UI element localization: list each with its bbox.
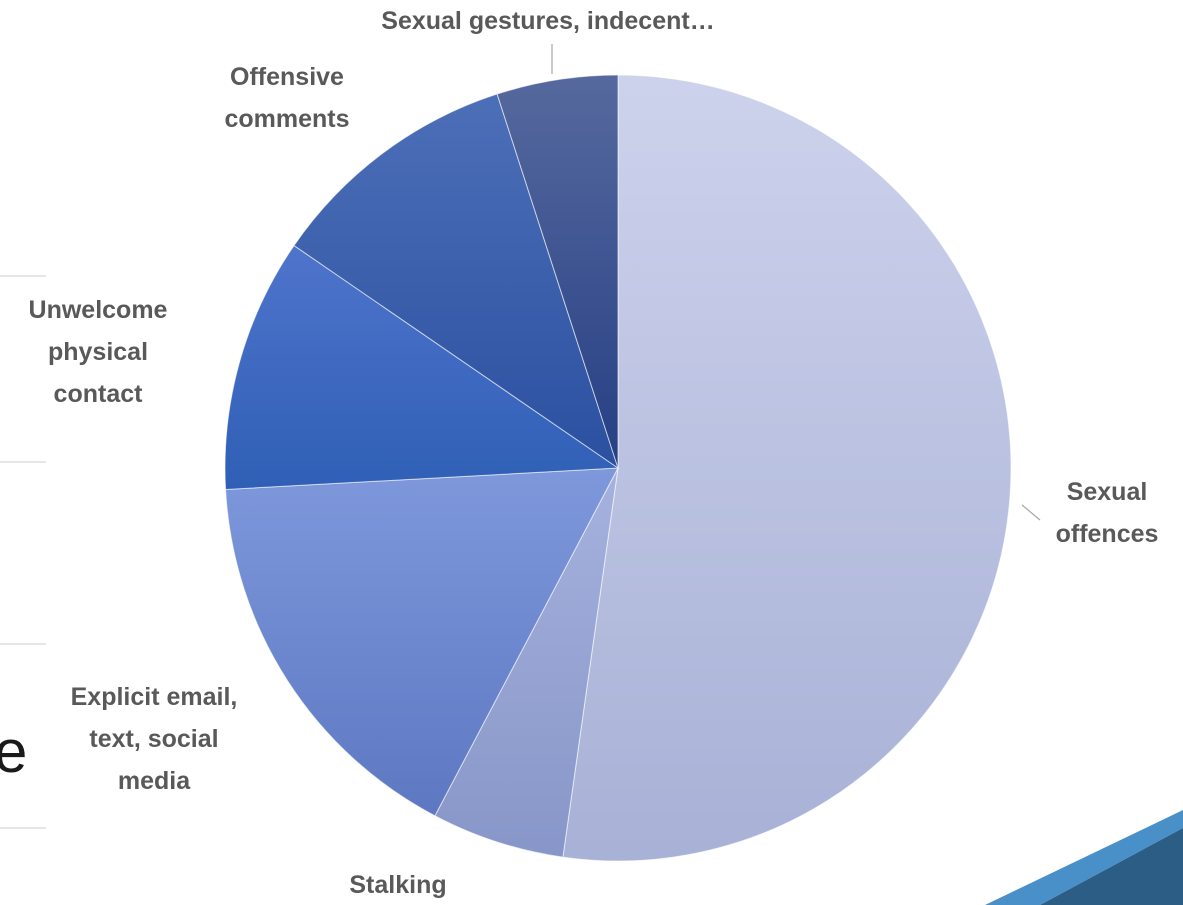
slice-labels: Sexual offences Stalking Explicit email, tex… [29,7,1159,899]
slide-rules [0,275,46,829]
slice-label: Offensive comments [224,63,349,133]
pie-slice [225,467,619,817]
slice-label: Sexual gestures, indecent… [381,7,714,35]
pie-slices [224,74,1012,862]
slice-label: Sexual offences [1056,478,1159,548]
leader-lines [551,44,1041,521]
pie-slice [224,244,620,491]
slice-label: Unwelcome physical contact [29,296,168,408]
pie-slice [434,467,619,858]
slice-label: Stalking [349,871,446,899]
slide-text-fragment: e [0,718,27,785]
leader-line [1021,504,1041,521]
decorative-ribbon [985,810,1183,905]
pie-slice [293,93,619,470]
pie-slice [562,74,1012,862]
pie-slice [496,74,619,469]
slice-label: Explicit email, text, social media [71,683,238,795]
